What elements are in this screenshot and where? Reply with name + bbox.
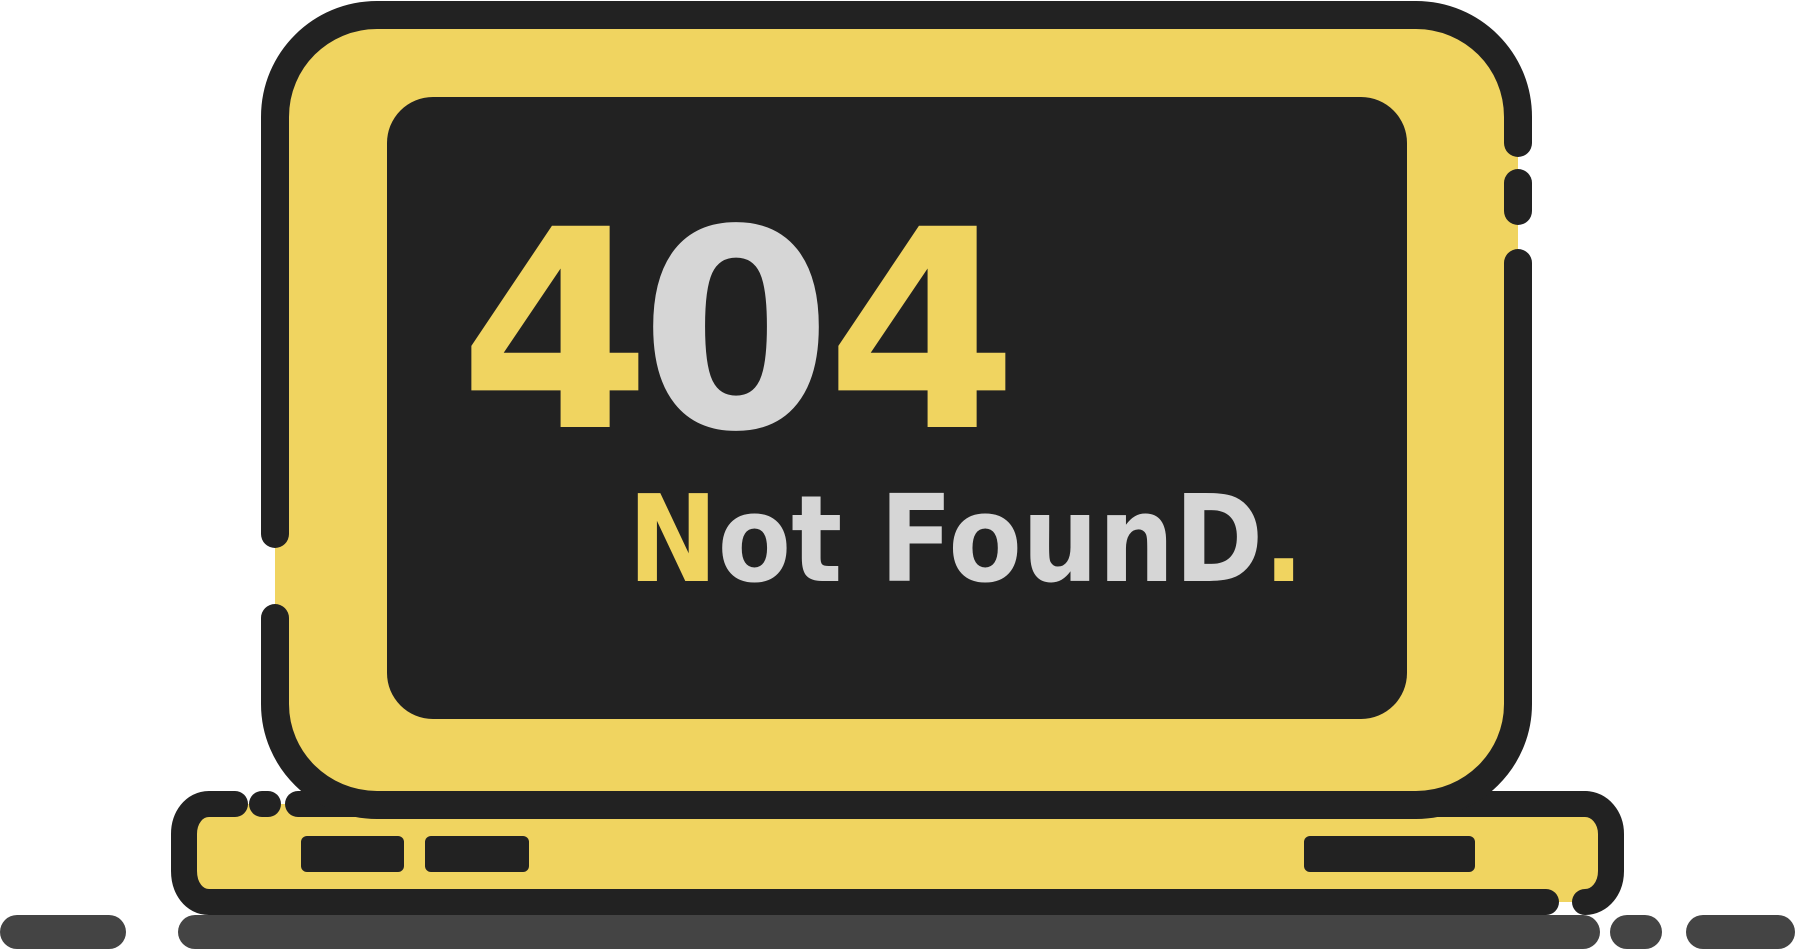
- floor-dash: [1610, 915, 1662, 949]
- error-code-digit-2: 0: [640, 172, 832, 493]
- error-message-body: ot FounD: [718, 471, 1264, 610]
- keyboard-slot: [301, 836, 404, 872]
- floor-dash: [0, 915, 126, 949]
- floor-dash: [178, 915, 1600, 949]
- error-code-digit-1: 4: [459, 172, 651, 493]
- error-code: 4 0 4: [459, 172, 1018, 493]
- error-code-digit-3: 4: [826, 172, 1018, 493]
- error-message-period: .: [1263, 471, 1304, 610]
- screen: [387, 97, 1407, 719]
- floor-line: [0, 915, 1795, 949]
- base-outline: [171, 791, 1559, 915]
- floor-dash: [1686, 915, 1795, 949]
- lid-outline: [261, 1, 1532, 548]
- error-message: Not FounD.: [628, 471, 1304, 610]
- keyboard-slot: [1304, 836, 1475, 872]
- lid-outline: [261, 249, 1532, 819]
- base-fill: [184, 804, 1611, 902]
- laptop-lid: [261, 1, 1532, 819]
- error-message-initial: N: [628, 471, 718, 610]
- keyboard-slot: [425, 836, 529, 872]
- base-outline: [1572, 791, 1624, 915]
